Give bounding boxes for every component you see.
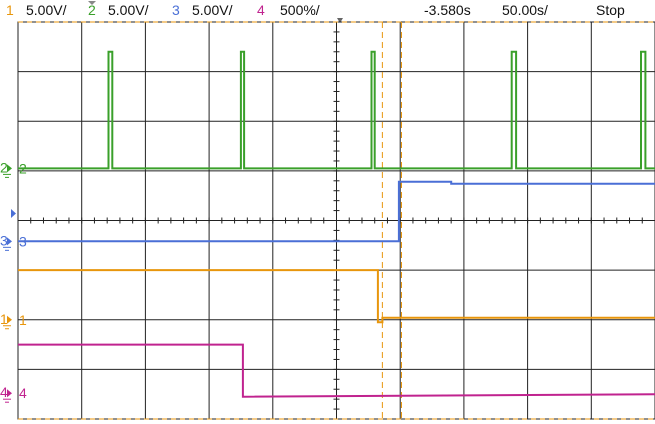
ch1-scale: 5.00V/ [26, 2, 67, 18]
channel-markers: 2 2 3 3 1 1 4 4 [0, 159, 27, 403]
run-state: Stop [596, 2, 625, 18]
ch2-number: 2 [88, 2, 96, 18]
ch2-scale: 5.00V/ [108, 2, 149, 18]
ch1-number: 1 [6, 2, 14, 18]
ch4-scale: 500%/ [280, 2, 320, 18]
ch3-marker-small-label: 3 [0, 232, 8, 248]
trace-ch2 [18, 50, 655, 170]
ch3-scale: 5.00V/ [192, 2, 233, 18]
trace-ch3 [18, 180, 655, 243]
graticule [17, 21, 655, 420]
ch4-marker-small-label: 4 [0, 384, 8, 400]
ch3-marker-label: 3 [19, 233, 27, 249]
trigger-level-marker [11, 209, 16, 218]
ch2-marker-label: 2 [19, 160, 27, 176]
time-reference-marker [337, 18, 343, 23]
ch1-marker-label: 1 [19, 312, 27, 328]
ch2-marker-small-label: 2 [0, 159, 8, 175]
trace-ch4 [18, 343, 655, 398]
ch1-marker-small-label: 1 [0, 311, 8, 327]
top-markers [88, 1, 343, 23]
trace-ch1 [18, 269, 655, 324]
ch4-arrow-icon [7, 389, 12, 398]
ch1-arrow-icon [7, 315, 12, 324]
time-offset: -3.580s [424, 2, 471, 18]
ch3-number: 3 [172, 2, 180, 18]
time-cursors [381, 22, 402, 419]
trigger-position-marker [88, 1, 96, 5]
time-scale: 50.00s/ [502, 2, 548, 18]
ch3-arrow-icon [7, 237, 12, 246]
waveform-traces [18, 50, 655, 398]
status-header: 1 5.00V/ 2 5.00V/ 3 5.00V/ 4 500%/ -3.58… [6, 2, 625, 18]
ch2-arrow-icon [7, 164, 12, 173]
ch4-marker-label: 4 [19, 385, 27, 401]
ch4-number: 4 [257, 2, 265, 18]
